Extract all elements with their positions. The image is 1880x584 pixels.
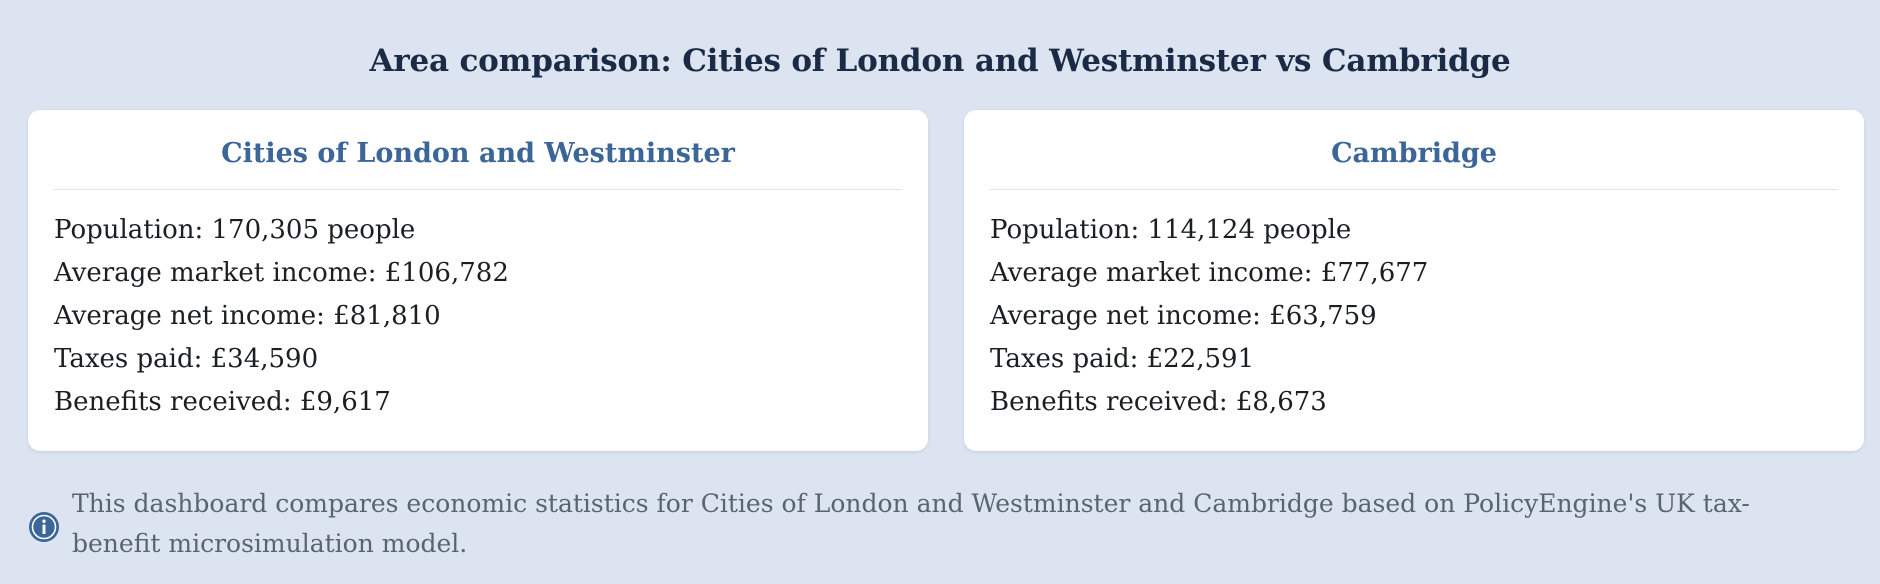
area-card-cities-of-london-and-westminster: Cities of London and Westminster Populat… <box>28 110 928 451</box>
area-card-cambridge: Cambridge Population: 114,124 people Ave… <box>964 110 1864 451</box>
stat-population: Population: 170,305 people <box>54 215 416 245</box>
info-text: This dashboard compares economic statist… <box>72 489 1750 558</box>
stat-population: Population: 114,124 people <box>990 215 1352 245</box>
stat-taxes-paid: Taxes paid: £34,590 <box>54 344 319 374</box>
comparison-cards: Cities of London and Westminster Populat… <box>28 110 1864 451</box>
area-card-title: Cities of London and Westminster <box>54 110 902 190</box>
stat-benefits-received: Benefits received: £9,617 <box>54 387 391 417</box>
stat-average-net-income: Average net income: £81,810 <box>54 301 441 331</box>
stat-list: Population: 170,305 people Average marke… <box>54 190 902 424</box>
page-title: Area comparison: Cities of London and We… <box>369 42 1511 79</box>
stat-average-market-income: Average market income: £106,782 <box>54 258 509 288</box>
stat-benefits-received: Benefits received: £8,673 <box>990 387 1327 417</box>
info-icon <box>28 511 60 543</box>
stat-list: Population: 114,124 people Average marke… <box>990 190 1838 424</box>
stat-average-market-income: Average market income: £77,677 <box>990 258 1429 288</box>
stat-taxes-paid: Taxes paid: £22,591 <box>990 344 1255 374</box>
area-card-title: Cambridge <box>990 110 1838 190</box>
stat-average-net-income: Average net income: £63,759 <box>990 301 1377 331</box>
